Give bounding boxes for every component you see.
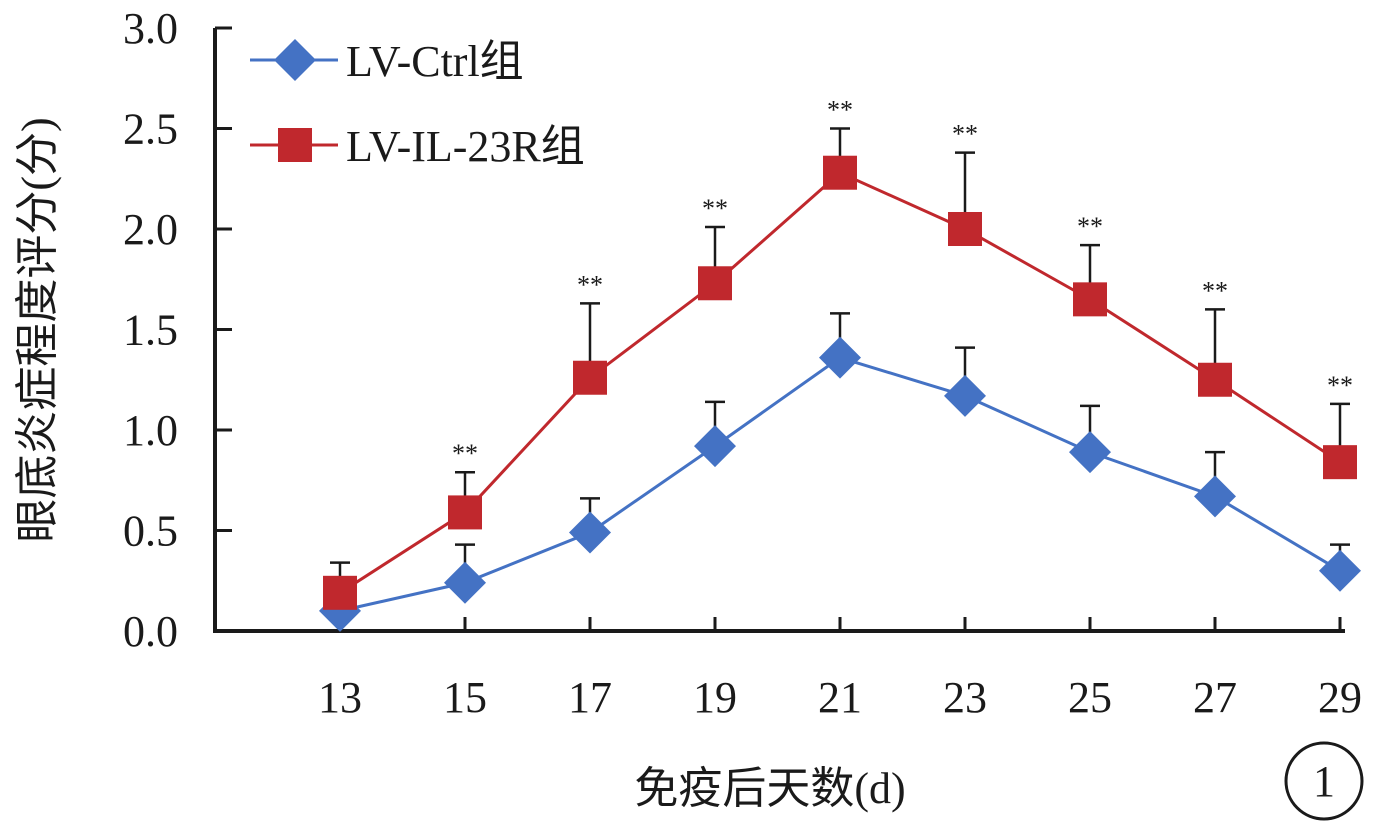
data-point-il23r xyxy=(1073,282,1107,317)
data-point-ctrl xyxy=(569,511,611,554)
significance-label: ** xyxy=(452,439,478,468)
x-axis-title: 免疫后天数(d) xyxy=(634,764,905,813)
series-markers xyxy=(319,155,1361,632)
legend-label-il23r: LV-IL-23R组 xyxy=(346,122,585,171)
significance-labels: ** ** ** ** ** ** ** ** xyxy=(452,96,1353,469)
legend-diamond-marker xyxy=(274,39,316,81)
x-tick-label: 23 xyxy=(943,673,987,722)
x-tick-label: 29 xyxy=(1318,673,1362,722)
panel-label: 1 xyxy=(1284,741,1364,821)
series-lines xyxy=(339,170,1341,613)
legend-label-ctrl: LV-Ctrl组 xyxy=(346,37,524,86)
data-point-ctrl xyxy=(819,336,861,379)
significance-label: ** xyxy=(702,194,728,223)
significance-label: ** xyxy=(952,120,978,149)
y-tick-label: 1.0 xyxy=(123,406,178,455)
x-axis-ticks: 13 15 17 19 21 23 25 27 29 xyxy=(318,617,1362,722)
y-axis-ticks: 0.0 0.5 1.0 1.5 2.0 2.5 3.0 xyxy=(123,4,232,656)
x-tick-label: 27 xyxy=(1193,673,1237,722)
significance-label: ** xyxy=(1202,276,1228,305)
y-tick-label: 3.0 xyxy=(123,4,178,53)
data-point-ctrl xyxy=(444,561,486,604)
legend-square-marker xyxy=(278,128,312,162)
data-point-il23r xyxy=(1323,445,1357,480)
y-tick-label: 0.5 xyxy=(123,507,178,556)
x-tick-label: 17 xyxy=(568,673,612,722)
significance-label: ** xyxy=(577,270,603,299)
data-point-il23r xyxy=(698,266,732,301)
y-tick-label: 2.0 xyxy=(123,205,178,254)
panel-label-circle xyxy=(1284,741,1364,821)
y-axis-title: 眼底炎症程度评分(分) xyxy=(13,117,62,542)
x-tick-label: 21 xyxy=(818,673,862,722)
y-tick-label: 2.5 xyxy=(123,105,178,154)
data-point-il23r xyxy=(1198,362,1232,397)
data-point-il23r xyxy=(448,495,482,530)
data-point-il23r xyxy=(948,212,982,246)
data-point-ctrl xyxy=(1319,549,1361,592)
series-line-il23r xyxy=(339,170,1341,595)
panel-label-text: 1 xyxy=(1313,757,1335,806)
x-tick-label: 13 xyxy=(318,673,362,722)
data-point-ctrl xyxy=(1194,475,1236,518)
significance-label: ** xyxy=(827,96,853,125)
data-point-il23r xyxy=(823,155,857,190)
legend-item-ctrl: LV-Ctrl组 xyxy=(250,37,524,86)
chart-axes xyxy=(213,28,1345,633)
y-tick-label: 0.0 xyxy=(123,607,178,656)
x-tick-label: 19 xyxy=(693,673,737,722)
y-tick-label: 1.5 xyxy=(123,306,178,355)
significance-label: ** xyxy=(1327,371,1353,400)
data-point-ctrl xyxy=(694,425,736,468)
significance-label: ** xyxy=(1077,212,1103,241)
data-point-ctrl xyxy=(944,374,986,417)
legend: LV-Ctrl组 LV-IL-23R组 xyxy=(250,37,585,171)
data-point-ctrl xyxy=(1069,431,1111,474)
legend-item-il23r: LV-IL-23R组 xyxy=(250,122,585,171)
x-tick-label: 15 xyxy=(443,673,487,722)
x-tick-label: 25 xyxy=(1068,673,1112,722)
data-point-il23r xyxy=(323,575,357,610)
data-point-il23r xyxy=(573,360,607,395)
